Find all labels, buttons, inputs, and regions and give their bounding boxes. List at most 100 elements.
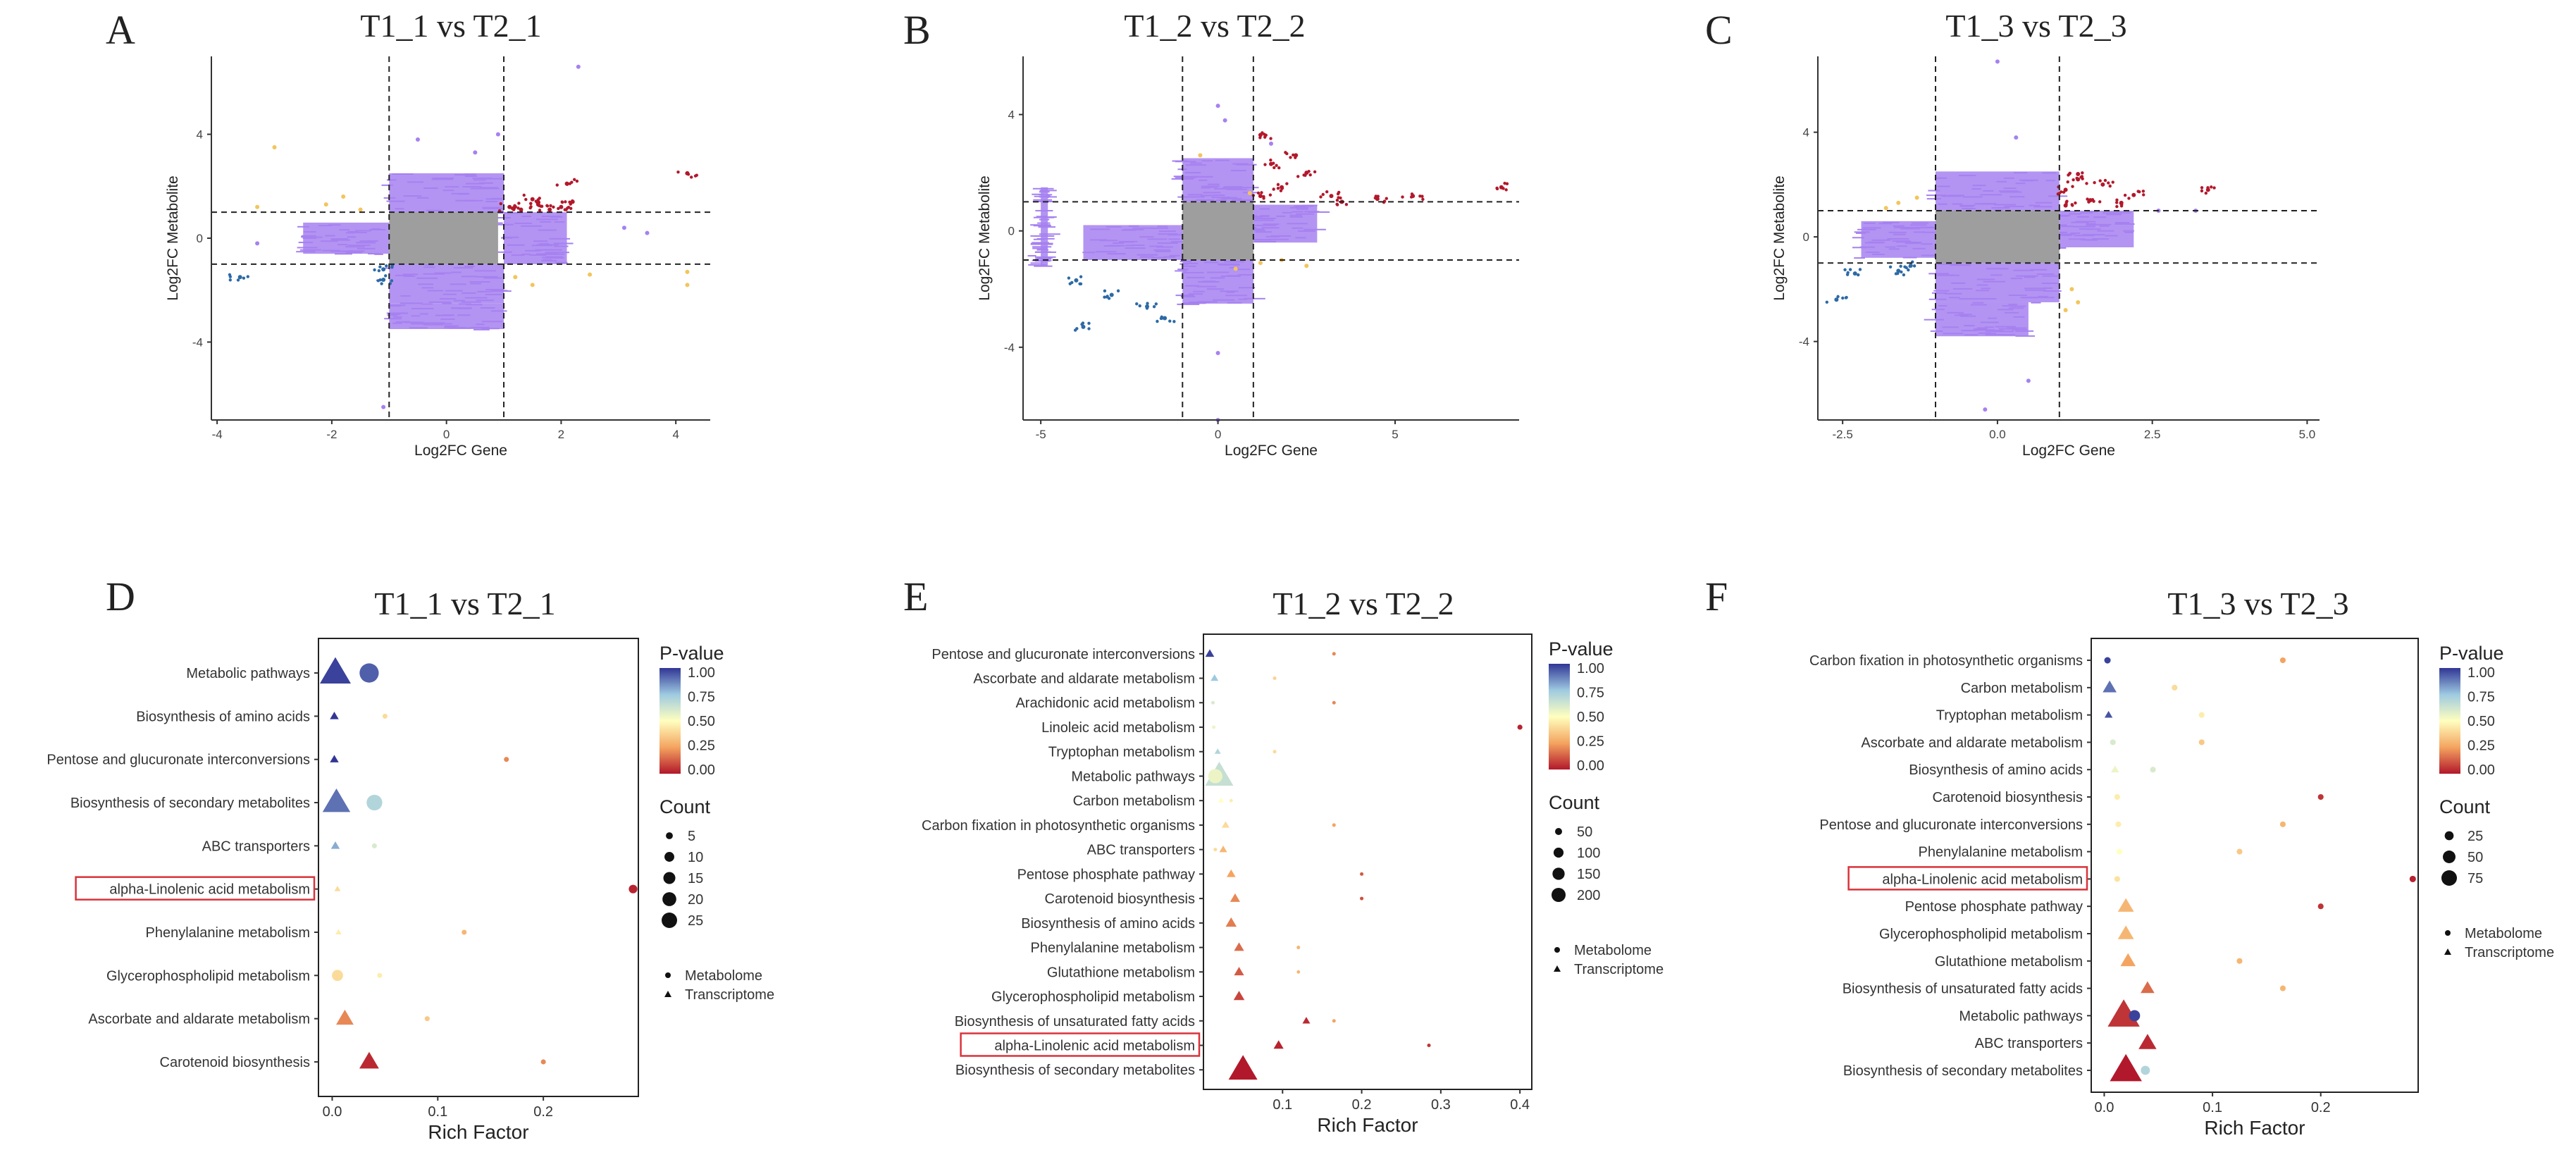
purple-stripe [478,187,500,190]
purple-stripe [2036,273,2055,276]
red-point [538,209,542,212]
x-tick-label: 0.2 [2311,1100,2331,1115]
metabolome-point [1360,872,1364,876]
purple-stripe [2043,290,2062,292]
category-label: ABC transporters [1087,843,1195,858]
purple-stripe [1996,180,2007,183]
red-point [507,204,512,209]
purple-stripe [451,307,463,309]
blue-point [228,278,232,282]
blue-point [1135,302,1139,306]
purple-stripe [416,197,429,199]
purple-stripe [1936,177,1948,179]
purple-stripe [2019,179,2038,181]
purple-stripe [2092,238,2109,240]
purple-stripe [1201,194,1215,197]
red-point [2123,193,2127,197]
purple-stripe [1892,240,1911,242]
purple-stripe [2087,228,2101,230]
x-tick-label: 2 [558,428,564,441]
purple-stripe [1869,241,1885,243]
metabolome-point [2141,1065,2150,1075]
purple-stripe [2097,230,2114,232]
category-label: Carbon fixation in photosynthetic organi… [1809,653,2083,669]
purple-stripe [2007,327,2027,329]
y-tick-label: 0 [1008,225,1015,238]
purple-stripe [296,251,316,253]
purple-stripe [533,240,547,242]
blue-point [1145,307,1149,310]
metabolome-point [2236,848,2243,855]
purple-stripe [354,230,371,232]
blue-point [1152,304,1156,309]
purple-stripe [1910,224,1927,226]
purple-point [576,64,581,69]
purple-stripe [2055,224,2067,226]
purple-stripe [2000,191,2022,193]
category-label: Biosynthesis of amino acids [1909,762,2083,778]
purple-stripe [2070,232,2081,234]
colorbar-label: 0.25 [2467,738,2495,754]
red-point [2119,202,2123,205]
purple-stripe [476,276,498,278]
purple-stripe [1214,187,1234,190]
enrichment-panel-F: F T1_3 vs T2_3 Carbon fixation in photosyn… [1705,574,2554,1139]
metabolome-point [1332,652,1336,656]
transcriptome-point [322,788,351,812]
purple-stripe [354,232,367,234]
red-point [2057,192,2061,195]
blue-point [1109,292,1114,297]
purple-stripe [1952,203,1963,205]
purple-stripe [1912,247,1926,249]
purple-stripe [303,231,316,233]
x-tick-label: 0.0 [1989,428,2006,441]
blue-point [1841,296,1845,300]
red-point [1325,190,1329,194]
purple-stripe [1282,211,1293,214]
metabolome-point [2114,876,2120,882]
red-point [1329,194,1334,199]
purple-stripe [1250,229,1265,231]
pvalue-colorbar [2439,668,2460,774]
purple-stripe [1852,247,1867,249]
purple-stripe [1096,251,1117,253]
red-point [2067,173,2070,177]
red-point [1420,194,1424,198]
purple-stripe [1205,186,1218,188]
purple-stripe [545,249,562,251]
blue-point [1156,319,1159,323]
purple-stripe [529,254,547,256]
purple-stripe [1156,246,1173,248]
category-label: Pentose and glucuronate interconversions [47,753,310,768]
purple-stripe [536,218,558,221]
purple-stripe [1941,195,1962,197]
red-point [1335,199,1339,202]
yellow-point [272,145,277,149]
purple-stripe [1244,297,1265,299]
scatter-panel-B: B T1_2 vs T2_2 -5 0 5 -4 0 4 Log2FC Gene Log2FC M… [903,7,1519,459]
purple-stripe [1030,243,1053,245]
purple-stripe [1203,192,1221,194]
purple-stripe [1149,245,1163,247]
count-legend-label: 10 [688,850,703,865]
category-label: Carotenoid biosynthesis [160,1055,310,1070]
purple-stripe [423,322,445,324]
count-legend-label: 25 [688,913,703,929]
purple-stripe [1125,245,1134,247]
purple-stripe [1034,265,1053,267]
purple-stripe [1170,241,1187,243]
metabolome-point [2317,793,2324,800]
colorbar-label: 0.00 [2467,762,2495,778]
blue-point [1163,316,1168,321]
red-point [1276,183,1280,187]
colorbar-label: 0.00 [688,762,715,778]
purple-stripe [554,242,574,245]
yellow-point [588,272,593,277]
purple-stripe [1980,194,2002,196]
red-point [2074,201,2077,205]
purple-stripe [1180,295,1196,297]
purple-stripe [2015,335,2036,337]
metabolome-point [2150,767,2156,773]
red-point [2200,186,2204,190]
purple-stripe [345,232,355,234]
